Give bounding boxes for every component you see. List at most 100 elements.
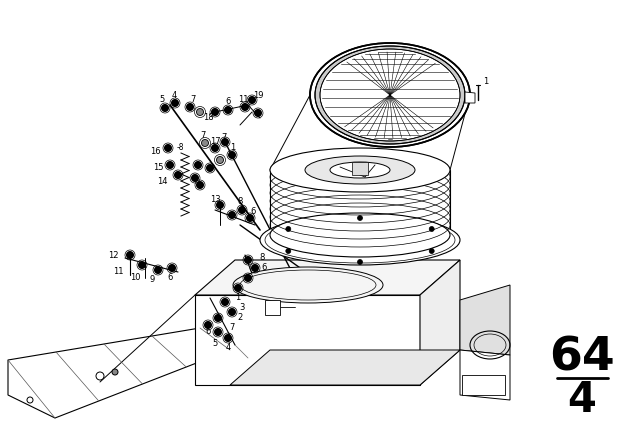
Text: 17: 17 bbox=[210, 138, 220, 146]
Text: 13: 13 bbox=[210, 195, 220, 204]
Text: 6: 6 bbox=[205, 327, 211, 336]
Circle shape bbox=[239, 207, 246, 214]
Circle shape bbox=[429, 249, 434, 254]
Circle shape bbox=[161, 104, 168, 112]
Ellipse shape bbox=[310, 43, 470, 147]
Circle shape bbox=[429, 227, 434, 232]
Circle shape bbox=[244, 275, 252, 281]
Circle shape bbox=[358, 259, 362, 264]
Circle shape bbox=[168, 264, 175, 271]
Circle shape bbox=[211, 145, 218, 151]
Text: 1: 1 bbox=[483, 78, 488, 86]
Text: 4: 4 bbox=[172, 90, 177, 99]
Circle shape bbox=[211, 108, 218, 116]
Text: 4: 4 bbox=[225, 344, 230, 353]
Ellipse shape bbox=[305, 156, 415, 184]
Text: 15: 15 bbox=[153, 164, 163, 172]
Circle shape bbox=[196, 108, 204, 116]
Polygon shape bbox=[195, 295, 420, 385]
Text: 18: 18 bbox=[203, 113, 213, 122]
Polygon shape bbox=[420, 260, 460, 385]
Polygon shape bbox=[352, 162, 368, 175]
Polygon shape bbox=[8, 328, 230, 418]
Circle shape bbox=[228, 211, 236, 219]
Circle shape bbox=[234, 284, 241, 292]
Text: 6: 6 bbox=[225, 98, 230, 107]
Polygon shape bbox=[230, 350, 460, 385]
Polygon shape bbox=[460, 285, 510, 355]
Text: 5: 5 bbox=[159, 95, 164, 103]
Text: 8: 8 bbox=[259, 254, 265, 263]
Text: 16: 16 bbox=[150, 146, 160, 155]
Polygon shape bbox=[195, 260, 460, 295]
Circle shape bbox=[228, 151, 236, 159]
Text: 2: 2 bbox=[237, 313, 243, 322]
Circle shape bbox=[286, 227, 291, 232]
Text: 12: 12 bbox=[108, 250, 118, 259]
Circle shape bbox=[202, 139, 209, 146]
Text: 14: 14 bbox=[157, 177, 167, 186]
Text: 7: 7 bbox=[200, 132, 205, 141]
Text: 7: 7 bbox=[229, 323, 235, 332]
Text: -8: -8 bbox=[176, 143, 184, 152]
Circle shape bbox=[221, 138, 228, 146]
Circle shape bbox=[172, 99, 179, 107]
Text: 1: 1 bbox=[236, 293, 241, 302]
Circle shape bbox=[112, 369, 118, 375]
Text: 64: 64 bbox=[549, 336, 615, 380]
Circle shape bbox=[216, 156, 223, 164]
Polygon shape bbox=[265, 300, 280, 315]
Text: 19: 19 bbox=[253, 90, 263, 99]
Ellipse shape bbox=[270, 148, 450, 192]
Text: 11: 11 bbox=[237, 95, 248, 104]
Circle shape bbox=[138, 262, 145, 268]
Circle shape bbox=[196, 181, 204, 189]
Circle shape bbox=[244, 257, 252, 263]
Text: 11: 11 bbox=[113, 267, 124, 276]
Circle shape bbox=[214, 328, 221, 336]
Text: 3: 3 bbox=[239, 302, 244, 311]
Circle shape bbox=[214, 314, 221, 322]
Circle shape bbox=[228, 309, 236, 315]
Circle shape bbox=[286, 249, 291, 254]
Ellipse shape bbox=[315, 46, 465, 144]
Text: 1: 1 bbox=[230, 143, 236, 152]
Ellipse shape bbox=[320, 49, 460, 141]
Circle shape bbox=[358, 215, 362, 220]
Ellipse shape bbox=[270, 213, 450, 257]
Circle shape bbox=[216, 202, 223, 208]
Polygon shape bbox=[460, 350, 510, 400]
Circle shape bbox=[246, 215, 253, 221]
Text: 9: 9 bbox=[149, 276, 155, 284]
Circle shape bbox=[191, 175, 198, 181]
Circle shape bbox=[248, 96, 255, 103]
Circle shape bbox=[127, 251, 134, 258]
Circle shape bbox=[205, 322, 211, 328]
Circle shape bbox=[255, 109, 262, 116]
Polygon shape bbox=[465, 92, 475, 103]
Text: 8: 8 bbox=[237, 198, 243, 207]
Text: 6: 6 bbox=[250, 207, 256, 216]
Circle shape bbox=[241, 103, 248, 111]
Circle shape bbox=[225, 107, 232, 113]
Circle shape bbox=[195, 161, 202, 168]
Circle shape bbox=[164, 145, 172, 151]
Circle shape bbox=[225, 335, 232, 341]
Circle shape bbox=[186, 103, 193, 111]
Ellipse shape bbox=[233, 267, 383, 303]
Text: 10: 10 bbox=[130, 273, 140, 283]
Text: 6: 6 bbox=[167, 273, 173, 283]
Circle shape bbox=[221, 298, 228, 306]
Text: 6: 6 bbox=[261, 263, 267, 272]
Polygon shape bbox=[462, 375, 505, 395]
Ellipse shape bbox=[260, 215, 460, 265]
Circle shape bbox=[252, 264, 259, 271]
Text: 7: 7 bbox=[190, 95, 196, 103]
Text: 7: 7 bbox=[221, 133, 227, 142]
Ellipse shape bbox=[330, 162, 390, 178]
Circle shape bbox=[154, 267, 161, 273]
Circle shape bbox=[207, 164, 214, 172]
Circle shape bbox=[166, 161, 173, 168]
Text: 5: 5 bbox=[212, 339, 218, 348]
Text: 4: 4 bbox=[568, 379, 596, 421]
